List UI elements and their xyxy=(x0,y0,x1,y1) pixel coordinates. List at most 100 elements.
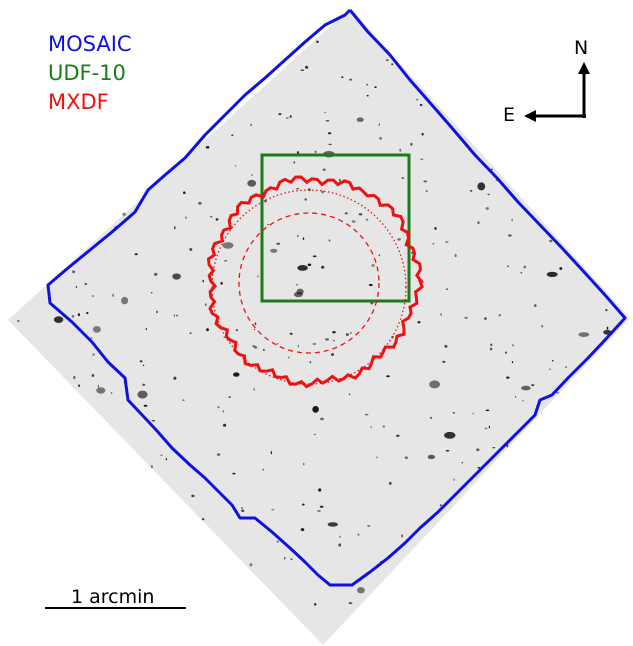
galaxy-point xyxy=(307,263,312,267)
galaxy-point xyxy=(378,254,381,257)
galaxy-point xyxy=(327,522,338,527)
galaxy-point xyxy=(348,393,351,395)
galaxy-point xyxy=(175,314,179,317)
galaxy-point xyxy=(404,456,408,460)
galaxy-point xyxy=(247,179,257,187)
galaxy-point xyxy=(137,390,148,399)
mosaic-footprint xyxy=(46,8,627,587)
galaxy-point xyxy=(439,504,442,507)
galaxy-point xyxy=(75,286,78,288)
galaxy-point xyxy=(234,165,237,167)
galaxy-point xyxy=(331,353,334,356)
galaxy-point xyxy=(506,376,510,379)
galaxy-point xyxy=(351,220,356,223)
galaxy-point xyxy=(150,291,153,294)
galaxy-point xyxy=(321,265,325,269)
galaxy-point xyxy=(508,234,512,237)
galaxy-point xyxy=(257,275,259,278)
galaxy-point xyxy=(370,426,372,428)
galaxy-point xyxy=(205,303,207,307)
galaxy-point xyxy=(231,134,234,137)
galaxy-point xyxy=(578,332,590,337)
galaxy-point xyxy=(464,316,468,319)
galaxy-point xyxy=(322,168,326,171)
legend-mxdf: MXDF xyxy=(48,90,109,114)
galaxy-point xyxy=(453,478,456,481)
galaxy-point xyxy=(444,344,448,348)
galaxy-point xyxy=(349,332,352,334)
galaxy-point xyxy=(160,454,163,457)
galaxy-point xyxy=(189,248,193,251)
galaxy-point xyxy=(421,132,424,136)
galaxy-point xyxy=(445,449,450,452)
galaxy-point xyxy=(339,535,341,538)
galaxy-point xyxy=(434,227,437,230)
galaxy-point xyxy=(202,279,204,283)
galaxy-point xyxy=(134,253,138,256)
galaxy-point xyxy=(92,294,94,298)
galaxy-point xyxy=(96,387,106,394)
galaxy-point xyxy=(391,63,394,66)
galaxy-point xyxy=(364,413,369,416)
mxdf-dotted-circle xyxy=(211,189,407,385)
galaxy-point xyxy=(320,417,324,421)
galaxy-point xyxy=(296,188,300,190)
galaxy-point xyxy=(78,384,81,387)
galaxy-point xyxy=(284,556,286,560)
galaxy-point xyxy=(321,190,324,194)
galaxy-point xyxy=(271,509,275,511)
galaxy-point xyxy=(371,264,375,267)
galaxy-point xyxy=(549,368,551,370)
galaxy-point xyxy=(250,123,252,127)
galaxy-point xyxy=(357,533,360,536)
galaxy-point xyxy=(252,345,256,347)
legend-mosaic: MOSAIC xyxy=(48,32,132,56)
galaxy-point xyxy=(314,603,317,606)
galaxy-point xyxy=(512,344,514,347)
galaxy-point xyxy=(173,314,176,317)
galaxy-point xyxy=(338,543,342,547)
galaxy-point xyxy=(484,427,488,430)
galaxy-point xyxy=(605,309,608,312)
galaxy-point xyxy=(185,216,187,219)
galaxy-point xyxy=(278,113,282,115)
galaxy-point xyxy=(270,451,273,455)
udf10-footprint xyxy=(260,153,411,303)
galaxy-point xyxy=(263,348,265,352)
galaxy-point xyxy=(300,528,305,532)
field-image xyxy=(8,8,630,645)
galaxy-point xyxy=(444,431,456,439)
galaxy-point xyxy=(341,76,344,79)
galaxy-point xyxy=(182,399,185,402)
galaxy-point xyxy=(276,343,279,345)
galaxy-point xyxy=(253,328,256,331)
galaxy-point xyxy=(401,177,405,179)
compass-north-label: N xyxy=(574,37,589,59)
galaxy-point xyxy=(317,510,321,512)
galaxy-point xyxy=(325,338,329,341)
galaxy-point xyxy=(445,288,448,291)
galaxy-point xyxy=(297,235,299,237)
galaxy-point xyxy=(92,353,95,356)
galaxy-point xyxy=(222,410,225,413)
galaxy-point xyxy=(484,317,487,320)
galaxy-point xyxy=(316,40,319,43)
scale-bar-label: 1 arcmin xyxy=(71,586,155,608)
galaxy-point xyxy=(485,207,489,210)
galaxy-point xyxy=(549,239,553,243)
galaxy-point xyxy=(305,65,309,69)
galaxy-point xyxy=(270,248,278,253)
galaxy-point xyxy=(312,255,317,258)
galaxy-point xyxy=(521,385,531,391)
galaxy-point xyxy=(477,182,486,191)
galaxy-point xyxy=(191,494,195,498)
galaxy-point xyxy=(173,376,177,380)
galaxy-point xyxy=(374,86,377,88)
galaxy-point xyxy=(142,383,146,386)
galaxy-point xyxy=(477,466,481,469)
galaxy-point xyxy=(86,311,89,315)
galaxy-point xyxy=(417,321,421,324)
galaxy-point xyxy=(216,453,221,456)
galaxy-point xyxy=(338,178,341,182)
galaxy-point xyxy=(174,226,176,230)
